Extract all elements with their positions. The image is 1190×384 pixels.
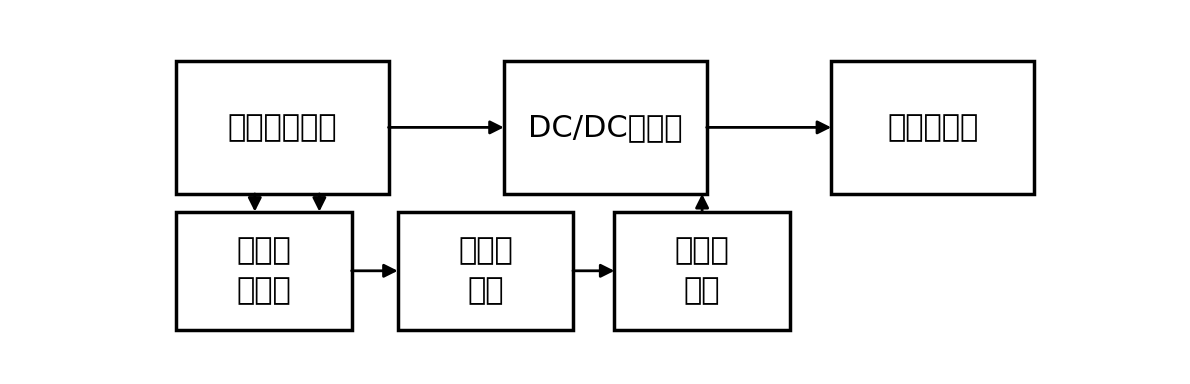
Bar: [832, 61, 1034, 194]
Bar: [176, 61, 388, 194]
Text: 粒子群
算法: 粒子群 算法: [458, 236, 513, 306]
Text: 控制器
单元: 控制器 单元: [675, 236, 729, 306]
Bar: [397, 212, 574, 330]
Bar: [614, 212, 790, 330]
Bar: [176, 212, 352, 330]
Text: 光伏电池阵列: 光伏电池阵列: [227, 113, 337, 142]
Bar: [503, 61, 707, 194]
Text: 数据采
集单元: 数据采 集单元: [237, 236, 292, 306]
Text: DC/DC变换器: DC/DC变换器: [528, 113, 683, 142]
Text: 负载或逆变: 负载或逆变: [887, 113, 978, 142]
